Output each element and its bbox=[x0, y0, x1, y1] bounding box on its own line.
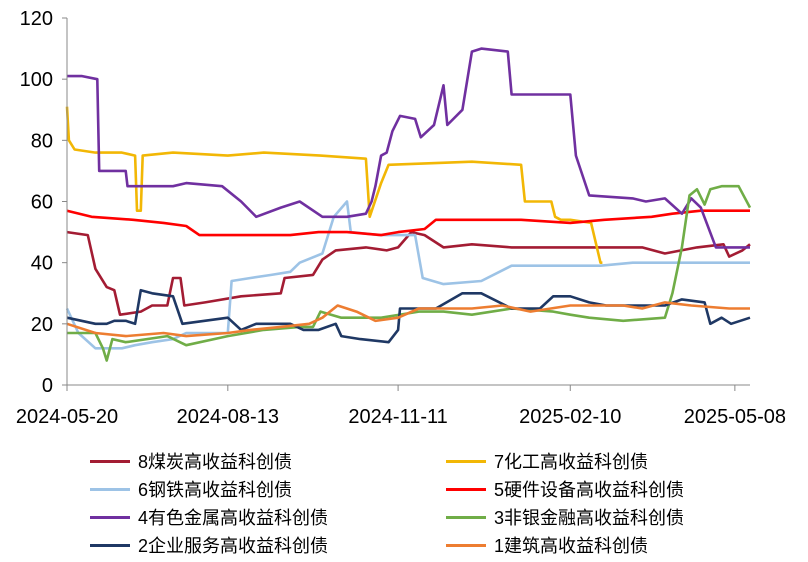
x-tick-label: 2025-05-08 bbox=[684, 406, 786, 428]
legend-swatch bbox=[90, 543, 130, 547]
x-tick-label: 2024-05-20 bbox=[16, 406, 118, 428]
y-tick-label: 60 bbox=[31, 192, 53, 214]
series-line-5 bbox=[67, 47, 750, 249]
legend-label: 7化工高收益科创债 bbox=[494, 452, 649, 472]
legend-swatch bbox=[90, 515, 130, 519]
plot-area bbox=[65, 47, 752, 362]
x-axis: 2024-05-20 2024-08-13 2024-11-11 2025-02-10… bbox=[16, 384, 786, 428]
legend-label: 3非银金融高收益科创债 bbox=[494, 508, 685, 528]
series-line-8 bbox=[66, 301, 750, 338]
legend-swatch bbox=[90, 459, 130, 463]
y-tick-label: 0 bbox=[42, 375, 53, 397]
legend-swatch bbox=[446, 543, 486, 547]
legend-swatch bbox=[90, 487, 130, 491]
series-line-6 bbox=[67, 184, 752, 362]
legend-label: 6钢铁高收益科创债 bbox=[138, 480, 293, 500]
legend-item: 3非银金融高收益科创债 bbox=[446, 504, 684, 530]
y-tick-label: 80 bbox=[31, 130, 53, 152]
y-tick-label: 40 bbox=[31, 253, 53, 275]
x-tick-label: 2024-11-11 bbox=[348, 406, 447, 428]
x-tick-label: 2024-08-13 bbox=[177, 406, 279, 428]
legend-item: 5硬件设备高收益科创债 bbox=[446, 476, 684, 502]
legend-swatch bbox=[446, 459, 486, 463]
legend-label: 2企业服务高收益科创债 bbox=[138, 536, 329, 556]
legend-label: 1建筑高收益科创债 bbox=[494, 536, 649, 556]
series-line-3 bbox=[65, 200, 750, 350]
series-line-4 bbox=[66, 209, 750, 237]
legend-label: 8煤炭高收益科创债 bbox=[138, 452, 293, 472]
y-tick-label: 20 bbox=[31, 314, 53, 336]
legend-item: 1建筑高收益科创债 bbox=[446, 532, 648, 558]
legend-label: 4有色金属高收益科创债 bbox=[138, 508, 329, 528]
legend-label: 5硬件设备高收益科创债 bbox=[494, 480, 685, 500]
legend-swatch bbox=[446, 515, 486, 519]
y-tick-label: 100 bbox=[20, 69, 53, 91]
series-line-2 bbox=[65, 106, 603, 265]
legend-item: 8煤炭高收益科创债 bbox=[90, 448, 292, 474]
legend-item: 6钢铁高收益科创债 bbox=[90, 476, 292, 502]
series-line-1 bbox=[66, 230, 751, 317]
x-tick-label: 2025-02-10 bbox=[519, 406, 621, 428]
legend-swatch bbox=[446, 487, 486, 491]
legend-item: 7化工高收益科创债 bbox=[446, 448, 648, 474]
legend-item: 2企业服务高收益科创债 bbox=[90, 532, 328, 558]
legend-item: 4有色金属高收益科创债 bbox=[90, 504, 328, 530]
y-axis: 0 20 40 60 80 100 120 bbox=[20, 8, 68, 397]
y-tick-label: 120 bbox=[20, 8, 53, 30]
